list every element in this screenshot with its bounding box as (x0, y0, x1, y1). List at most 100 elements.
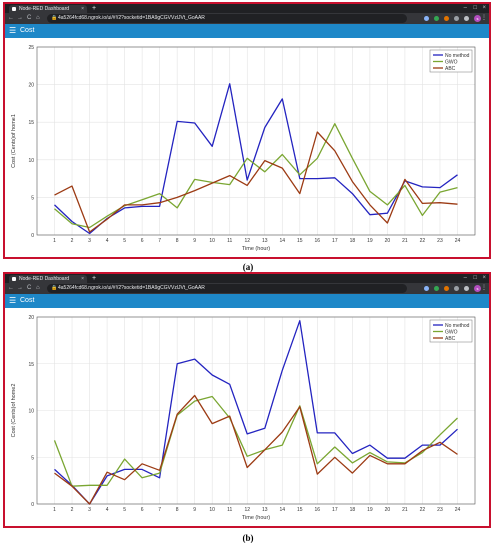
window-close-icon[interactable]: × (482, 5, 486, 11)
chart-panel: 0 5 10 15 20 1 2 3 4 5 6 7 8 9 10 11 12 13 14 15 16 17 18 19 20 2… (5, 308, 489, 526)
x-tick-label: 16 (315, 238, 321, 244)
minimize-icon[interactable]: – (463, 5, 467, 11)
x-tick-label: 8 (176, 507, 179, 513)
profile-avatar[interactable]: s (474, 285, 481, 292)
y-axis-label: Cost (Cents)of home1 (11, 114, 17, 168)
dashboard-header: ☰ Cost (5, 294, 489, 308)
x-tick-label: 22 (420, 238, 426, 244)
x-tick-label: 13 (262, 507, 268, 513)
extension-icon[interactable] (464, 286, 469, 291)
plot-frame (36, 316, 476, 505)
legend-entry: No method (445, 323, 470, 329)
legend-entry: GWO (445, 329, 458, 335)
extension-icon[interactable] (444, 286, 449, 291)
x-tick-label: 9 (193, 238, 196, 244)
address-bar: ← → C ⌂ 🔒 4a5264fcd68.ngrok.io/ui/#!/2?s… (5, 13, 489, 24)
browser-tab[interactable]: Node-RED Dashboard × (9, 275, 87, 283)
x-tick-label: 16 (315, 507, 321, 513)
figure-label: (b) (242, 533, 254, 543)
page-title: Cost (20, 297, 35, 304)
profile-avatar[interactable]: s (474, 15, 481, 22)
x-tick-label: 18 (350, 507, 356, 513)
extension-icon[interactable] (424, 286, 429, 291)
x-tick-label: 13 (262, 238, 268, 244)
hamburger-menu-icon[interactable]: ☰ (9, 296, 17, 305)
url-field[interactable]: 🔒 4a5264fcd68.ngrok.io/ui/#!/2?socketid=… (47, 14, 407, 23)
x-tick-label: 14 (279, 238, 285, 244)
tab-close-icon[interactable]: × (81, 276, 84, 282)
back-icon[interactable]: ← (8, 285, 14, 291)
favicon-icon (12, 7, 16, 11)
new-tab-icon[interactable]: + (92, 5, 97, 12)
x-tick-label: 10 (209, 238, 215, 244)
x-tick-label: 6 (141, 507, 144, 513)
y-tick-label: 25 (28, 45, 34, 51)
x-tick-label: 22 (420, 507, 426, 513)
url-field[interactable]: 🔒 4a5264fcd68.ngrok.io/ui/#!/2?socketid=… (47, 284, 407, 293)
maximize-icon[interactable]: □ (473, 5, 477, 11)
series-line-gwo (53, 395, 458, 487)
url-text: 4a5264fcd68.ngrok.io/ui/#!/2?socketid=1B… (58, 285, 205, 291)
reload-icon[interactable]: C (27, 285, 32, 291)
legend-entry: GWO (445, 59, 458, 65)
extension-icon[interactable] (434, 16, 439, 21)
reload-icon[interactable]: C (27, 15, 32, 21)
browser-menu-icon[interactable]: ⋮ (481, 285, 487, 291)
back-icon[interactable]: ← (8, 15, 14, 21)
new-tab-icon[interactable]: + (92, 275, 97, 282)
lock-icon: 🔒 (51, 285, 58, 291)
screenshot-home1: Node-RED Dashboard × + – □ × ← → C ⌂ 🔒 4… (3, 2, 491, 259)
x-tick-label: 17 (332, 507, 338, 513)
browser-tab-bar: Node-RED Dashboard × + – □ × (5, 274, 489, 283)
x-tick-label: 9 (193, 507, 196, 513)
chart-panel: 0 5 10 15 20 25 1 2 3 4 5 6 7 8 9 10 11 12 13 14 15 16 17 18 19 2… (5, 38, 489, 257)
page-title: Cost (20, 27, 35, 34)
extension-icon[interactable] (434, 286, 439, 291)
y-tick-label: 0 (31, 233, 34, 239)
home-icon[interactable]: ⌂ (36, 15, 40, 21)
y-tick-label: 10 (28, 158, 34, 164)
maximize-icon[interactable]: □ (473, 275, 477, 281)
x-tick-label: 20 (385, 238, 391, 244)
home-icon[interactable]: ⌂ (36, 285, 40, 291)
x-tick-label: 7 (158, 238, 161, 244)
y-tick-label: 15 (28, 120, 34, 126)
minimize-icon[interactable]: – (463, 275, 467, 281)
window-close-icon[interactable]: × (482, 275, 486, 281)
forward-icon[interactable]: → (17, 285, 23, 291)
x-tick-label: 5 (123, 507, 126, 513)
x-tick-label: 18 (350, 238, 356, 244)
screenshot-home2: Node-RED Dashboard × + – □ × ← → C ⌂ 🔒 4… (3, 272, 491, 528)
x-tick-label: 5 (123, 238, 126, 244)
hamburger-menu-icon[interactable]: ☰ (9, 26, 17, 35)
x-tick-label: 4 (106, 238, 109, 244)
extension-icon[interactable] (464, 16, 469, 21)
x-tick-label: 1 (53, 238, 56, 244)
x-tick-label: 3 (88, 238, 91, 244)
x-tick-label: 17 (332, 238, 338, 244)
x-tick-label: 14 (279, 507, 285, 513)
x-tick-label: 19 (367, 507, 373, 513)
x-tick-label: 3 (88, 507, 91, 513)
x-tick-label: 23 (437, 238, 443, 244)
x-tick-label: 2 (71, 507, 74, 513)
x-tick-label: 12 (244, 507, 250, 513)
forward-icon[interactable]: → (17, 15, 23, 21)
extension-icon[interactable] (444, 16, 449, 21)
browser-tab[interactable]: Node-RED Dashboard × (9, 5, 87, 13)
tab-close-icon[interactable]: × (81, 6, 84, 12)
x-axis-label: Time (hour) (242, 246, 270, 252)
extension-icon[interactable] (424, 16, 429, 21)
extension-icon[interactable] (454, 16, 459, 21)
x-tick-label: 15 (297, 238, 303, 244)
y-tick-label: 15 (28, 362, 34, 368)
tab-title: Node-RED Dashboard (19, 6, 70, 12)
x-tick-label: 21 (402, 238, 408, 244)
browser-menu-icon[interactable]: ⋮ (481, 15, 487, 21)
extension-icon[interactable] (454, 286, 459, 291)
series-line-no-method (54, 83, 458, 235)
x-tick-label: 24 (455, 238, 461, 244)
x-tick-label: 23 (437, 507, 443, 513)
